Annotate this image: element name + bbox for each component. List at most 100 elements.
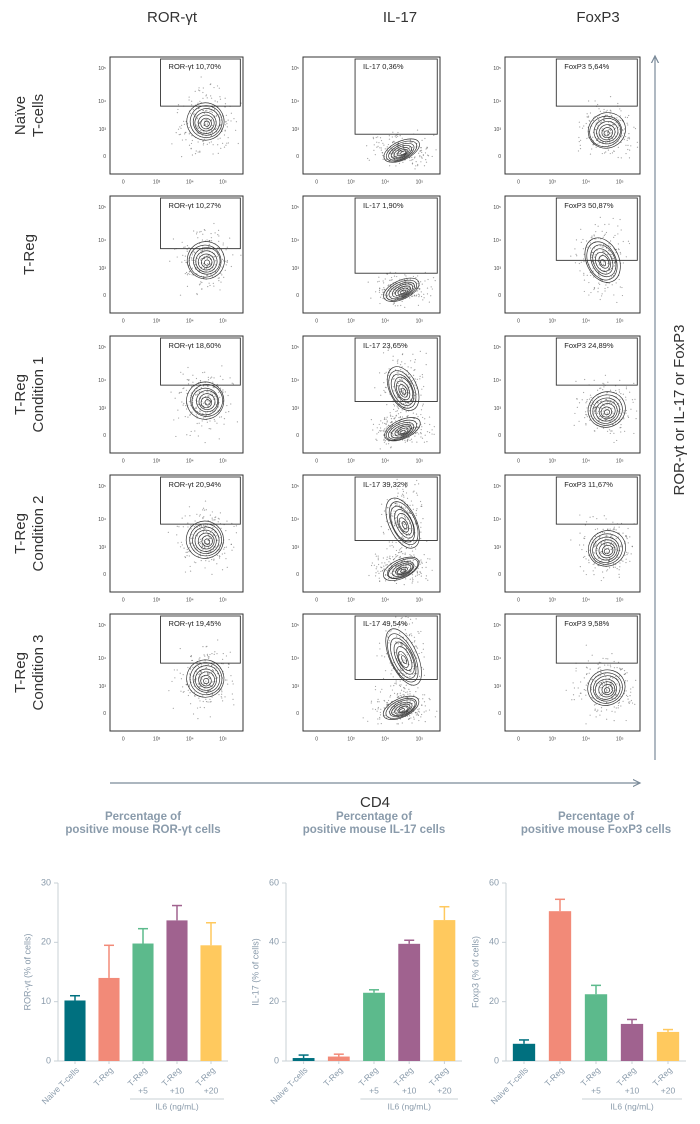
y-tick-label: 0 [498, 154, 501, 160]
event-dot [180, 127, 182, 129]
event-dot [604, 407, 606, 409]
x-tick-label: 10⁴ [186, 318, 194, 324]
event-dot [202, 539, 204, 541]
event-dot [231, 549, 233, 551]
event-dot [597, 395, 599, 398]
event-dot [398, 684, 401, 686]
event-dot [408, 623, 411, 625]
event-dot [416, 286, 418, 288]
event-dot [399, 668, 401, 671]
event-dot [384, 391, 386, 393]
event-dot [223, 548, 225, 550]
event-dot [205, 666, 207, 669]
event-dot [592, 144, 594, 146]
event-dot [213, 559, 215, 561]
event-dot [401, 300, 403, 303]
contour [592, 248, 614, 275]
event-dot [617, 704, 619, 707]
event-dot [212, 681, 214, 683]
event-dot [202, 109, 204, 111]
x-sublabel: +5 [369, 1085, 379, 1095]
event-dot [388, 557, 391, 559]
event-dot [386, 564, 388, 566]
event-dot [618, 576, 620, 578]
event-dot [205, 110, 207, 112]
event-dot [219, 387, 222, 389]
event-dot [199, 706, 201, 708]
y-tick-label: 10⁵ [493, 66, 501, 72]
event-dot [406, 440, 408, 442]
event-dot [227, 394, 229, 397]
event-dot [628, 133, 630, 135]
event-dot [605, 686, 607, 688]
event-dot [613, 667, 616, 669]
event-dot [584, 537, 586, 540]
event-dot [383, 434, 385, 436]
contour [587, 391, 626, 428]
event-dot [613, 441, 615, 444]
event-dot [410, 545, 413, 548]
event-dot [586, 274, 588, 276]
event-dot [393, 302, 395, 304]
event-dot [425, 575, 428, 577]
event-dot [412, 159, 414, 161]
y-tick-label: 10⁵ [291, 623, 299, 629]
event-dot [209, 698, 211, 701]
event-dot [207, 286, 209, 288]
event-dot [411, 722, 413, 724]
event-dot [600, 418, 602, 420]
event-dot [581, 698, 583, 700]
event-dot [389, 558, 391, 560]
event-dot [426, 293, 429, 295]
event-dot [404, 439, 406, 441]
event-dot [384, 288, 386, 290]
event-dot [411, 156, 413, 158]
event-dot [593, 379, 595, 381]
event-dot [384, 574, 387, 576]
event-dot [205, 560, 207, 562]
event-dot [630, 145, 632, 147]
event-dot [190, 392, 193, 394]
event-dot [204, 567, 206, 569]
event-dot [597, 225, 599, 227]
event-dot [402, 494, 405, 496]
event-dot [605, 535, 608, 537]
event-dot [421, 562, 423, 564]
event-dot [407, 366, 409, 368]
y-tick-label: 10³ [292, 684, 300, 690]
x-tick-label: 0 [122, 597, 125, 603]
event-dot [181, 401, 183, 403]
event-dot [201, 288, 203, 290]
event-dot [634, 703, 636, 705]
event-dot [413, 417, 416, 420]
event-dot [229, 651, 231, 653]
event-dot [221, 569, 224, 571]
event-dot [367, 281, 369, 283]
event-dot [223, 260, 225, 262]
event-dot [409, 618, 412, 620]
event-dot [578, 420, 580, 422]
event-dot [200, 671, 202, 674]
y-tick-label: 0 [103, 711, 106, 717]
event-dot [594, 545, 596, 548]
event-dot [206, 390, 208, 393]
event-dot [211, 125, 213, 127]
event-dot [409, 715, 411, 717]
event-dot [587, 115, 590, 117]
event-dot [214, 100, 216, 102]
event-dot [619, 115, 621, 117]
event-dot [209, 83, 211, 86]
event-dot [219, 289, 221, 291]
event-dot [605, 398, 608, 400]
event-dot [409, 690, 411, 693]
event-dot [593, 558, 596, 560]
event-dot [384, 422, 386, 425]
event-dot [611, 695, 613, 697]
x-tick-label: 10⁴ [186, 597, 194, 603]
event-dot [185, 139, 187, 141]
event-dot [390, 415, 392, 417]
event-dot [388, 368, 390, 370]
event-dot [412, 417, 414, 420]
event-dot [609, 557, 611, 559]
